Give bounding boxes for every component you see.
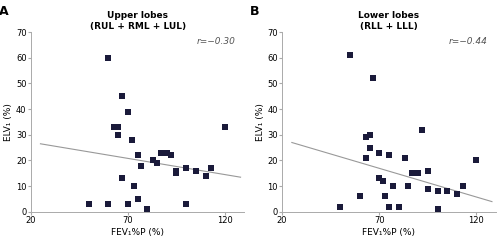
Point (192, 169, 200, 173)
Point (362, 156, 370, 160)
Point (172, 169, 180, 173)
Point (104, 202, 112, 206)
Point (376, 151, 384, 155)
Point (434, 208, 442, 211)
Text: r=−0.44: r=−0.44 (448, 37, 488, 47)
Point (356, 194, 364, 198)
Point (400, 156, 408, 160)
Point (376, 177, 384, 181)
Point (118, 177, 126, 181)
Point (208, 166, 216, 170)
Point (408, 171, 416, 175)
Point (394, 205, 402, 209)
Text: r=−0.30: r=−0.30 (197, 37, 236, 47)
Point (472, 159, 480, 162)
Point (134, 197, 141, 201)
Point (130, 184, 138, 188)
Point (404, 184, 412, 188)
Point (379, 179, 387, 183)
Point (418, 128, 426, 132)
Point (114, 125, 122, 129)
Point (389, 184, 397, 188)
Point (162, 151, 170, 155)
Point (381, 194, 389, 198)
Point (138, 164, 145, 167)
Y-axis label: ELV₁ (%): ELV₁ (%) (4, 103, 13, 141)
Point (157, 151, 165, 155)
Point (85, 202, 93, 206)
Text: B: B (250, 5, 260, 18)
Y-axis label: ELV₁ (%): ELV₁ (%) (256, 103, 264, 141)
X-axis label: FEV₁%P (%): FEV₁%P (%) (111, 228, 164, 237)
Point (424, 169, 432, 173)
Point (128, 138, 136, 142)
Title: Lower lobes
(RLL + LLL): Lower lobes (RLL + LLL) (358, 11, 420, 31)
Point (366, 133, 374, 137)
Point (182, 202, 190, 206)
Point (424, 187, 432, 191)
Point (414, 171, 422, 175)
Point (118, 94, 126, 98)
Point (346, 53, 354, 57)
Point (182, 166, 190, 170)
Point (104, 56, 112, 60)
Point (385, 154, 393, 157)
Point (110, 125, 118, 129)
Point (370, 76, 378, 80)
Point (385, 205, 393, 209)
Point (366, 146, 374, 150)
Point (114, 133, 122, 137)
Point (221, 125, 229, 129)
Point (124, 110, 132, 114)
Point (153, 161, 161, 165)
Point (202, 174, 209, 178)
Point (172, 171, 180, 175)
Point (144, 208, 152, 211)
Point (149, 159, 157, 162)
Point (124, 202, 132, 206)
Point (166, 154, 174, 157)
Point (336, 205, 344, 209)
Point (444, 189, 452, 193)
Point (459, 184, 467, 188)
Title: Upper lobes
(RUL + RML + LUL): Upper lobes (RUL + RML + LUL) (90, 11, 186, 31)
Point (434, 189, 442, 193)
X-axis label: FEV₁%P (%): FEV₁%P (%) (362, 228, 416, 237)
Point (453, 192, 461, 196)
Text: A: A (0, 5, 8, 18)
Point (362, 135, 370, 139)
Point (134, 154, 141, 157)
